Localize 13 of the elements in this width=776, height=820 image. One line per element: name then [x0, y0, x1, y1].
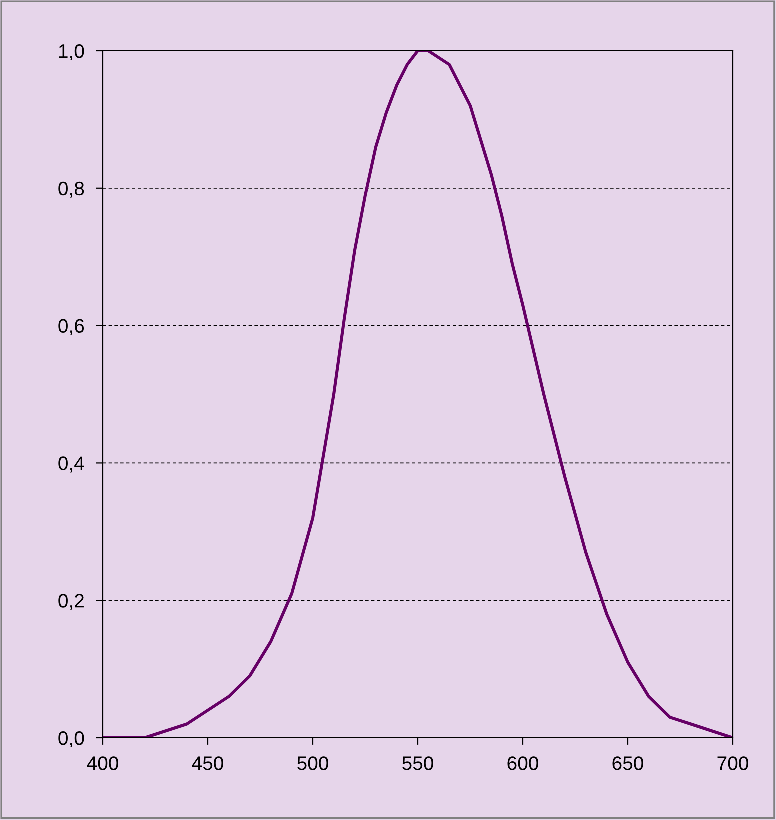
x-tick-label: 500 — [298, 756, 328, 770]
x-tick-label: 550 — [402, 756, 434, 770]
y-tick-label: 0,6 — [58, 319, 84, 336]
y-tick-label: 0,8 — [58, 182, 84, 198]
y-tick-label: 0,2 — [58, 594, 84, 610]
x-tick-label: 650 — [612, 756, 644, 770]
x-tick-label: 600 — [508, 756, 538, 770]
x-tick-label: 700 — [718, 756, 748, 770]
y-tick-label: 1,0 — [59, 44, 84, 61]
y-tick-label: 0,4 — [58, 456, 84, 473]
x-tick-label: 450 — [192, 756, 224, 770]
x-tick-label: 400 — [87, 756, 118, 770]
y-tick-label: 0,0 — [58, 731, 84, 748]
